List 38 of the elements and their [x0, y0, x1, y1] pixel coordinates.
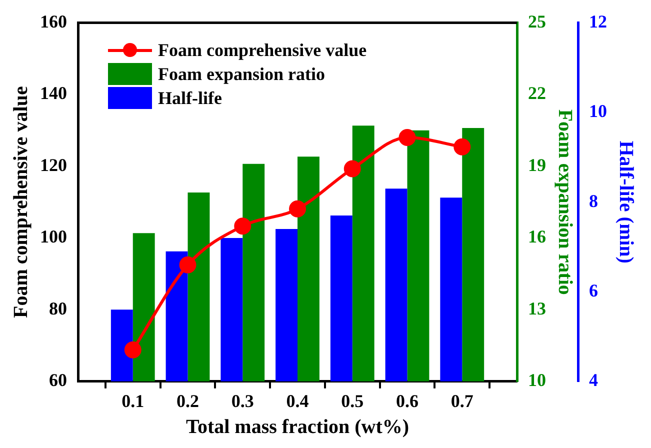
x-tick-label: 0.6: [396, 390, 418, 411]
legend-label: Foam expansion ratio: [158, 63, 326, 86]
point: [398, 129, 416, 146]
y2-tick-label: 10: [528, 370, 546, 390]
y-tick-label: 140: [40, 83, 67, 104]
point: [289, 200, 306, 218]
y2-tick-label: 22: [528, 83, 546, 104]
y-tick-label: 160: [40, 11, 67, 32]
x-tick-label: 0.4: [286, 390, 309, 411]
point: [124, 341, 142, 358]
y3-tick-label: 10: [589, 101, 607, 122]
y2-tick-label: 19: [528, 154, 546, 175]
y-axis-title: Foam comprehensive value: [10, 86, 32, 318]
y2-tick-label: 16: [528, 226, 546, 247]
point: [454, 138, 471, 156]
point: [179, 256, 196, 274]
x-tick-label: 0.5: [341, 390, 364, 411]
x-tick-label: 0.1: [122, 390, 144, 411]
y-tick-label: 60: [49, 370, 67, 390]
y3-tick-label: 4: [589, 370, 598, 390]
x-tick-label: 0.7: [450, 390, 474, 411]
y-tick-label: 100: [40, 226, 67, 247]
point: [344, 160, 361, 178]
point: [234, 218, 252, 235]
y3-tick-label: 8: [589, 190, 598, 211]
y-tick-label: 80: [49, 298, 67, 318]
y2-tick-label: 13: [528, 298, 546, 318]
y2-tick-label: 25: [528, 11, 546, 32]
y3-axis-title: Half-life (min): [614, 140, 637, 264]
x-tick-label: 0.3: [231, 390, 254, 411]
legend-label: Half-life: [158, 87, 222, 110]
y3-tick-label: 6: [589, 280, 598, 300]
legend-label: Foam comprehensive value: [158, 39, 367, 62]
x-tick-label: 0.2: [176, 390, 199, 411]
y3-tick-label: 12: [589, 11, 607, 32]
y-tick-label: 120: [40, 154, 67, 175]
y2-axis-title: Foam expansion ratio: [554, 109, 576, 295]
x-axis-title: Total mass fraction (wt%): [186, 416, 410, 438]
